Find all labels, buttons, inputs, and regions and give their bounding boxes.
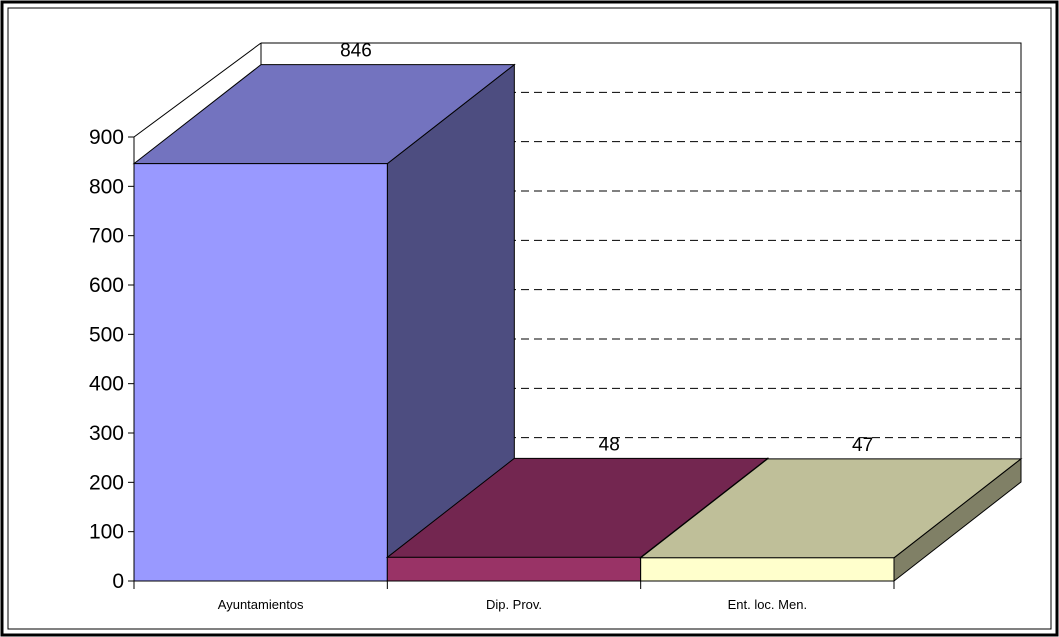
y-tick-label-300: 300	[89, 422, 124, 445]
y-tick-label-200: 200	[89, 471, 124, 494]
x-tick-label-dip-prov-: Dip. Prov.	[486, 597, 542, 612]
inner-border	[7, 7, 1052, 630]
x-tick-label-ent-loc-men-: Ent. loc. Men.	[728, 597, 807, 612]
data-label-ent-loc-men-: 47	[852, 435, 873, 456]
x-tick-label-ayuntamientos: Ayuntamientos	[218, 597, 304, 612]
y-tick-label-800: 800	[89, 175, 124, 198]
y-tick-label-500: 500	[89, 323, 124, 346]
gridlines	[261, 42, 1021, 439]
bar-front	[133, 163, 388, 582]
data-label-dip-prov-: 48	[599, 434, 620, 455]
y-tick-label-100: 100	[89, 521, 124, 544]
y-tick-label-400: 400	[89, 373, 124, 396]
y-tick-label-600: 600	[89, 274, 124, 297]
y-tick-label-700: 700	[89, 225, 124, 248]
x-axis: Ayuntamientos Dip. Prov. Ent. loc. Men.	[133, 581, 895, 612]
bar-front	[640, 557, 895, 582]
data-labels: 846 48 47	[340, 41, 873, 456]
bars	[132, 63, 1023, 583]
y-tick-label-0: 0	[112, 570, 124, 593]
y-axis: 0 100 200 300 400 500 600 700 800 900	[89, 126, 135, 593]
data-label-ayuntamientos: 846	[340, 41, 372, 62]
bar-ent-loc-men-	[639, 457, 1023, 583]
y-tick-label-900: 900	[89, 126, 124, 149]
bar-front	[386, 556, 642, 582]
bar-ayuntamientos	[132, 63, 516, 583]
